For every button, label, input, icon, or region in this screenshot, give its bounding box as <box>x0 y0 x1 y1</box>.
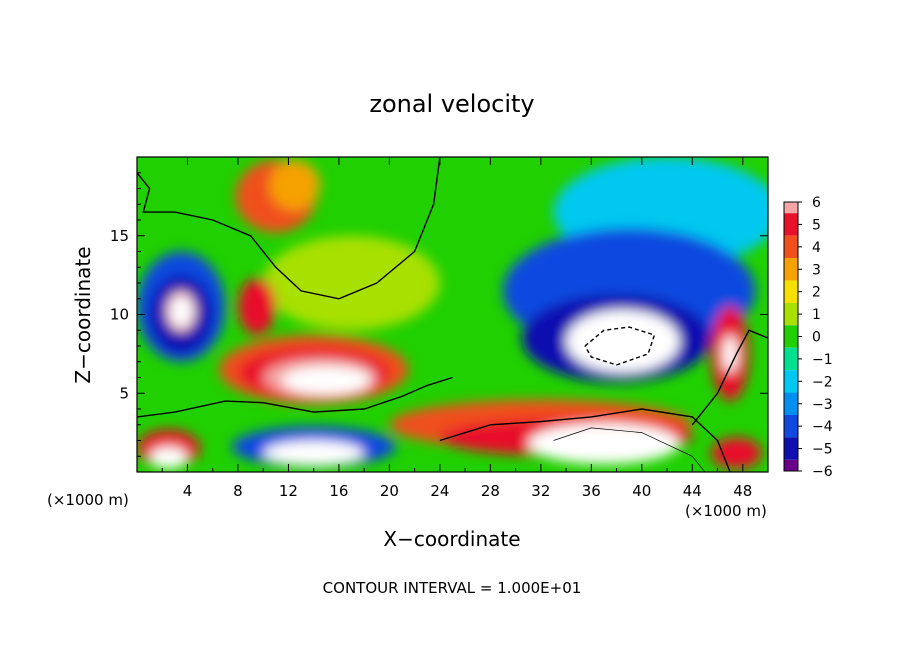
heatmap-region-b10 <box>711 437 762 469</box>
colorbar-swatch <box>784 347 798 371</box>
colorbar-swatch <box>784 235 798 259</box>
y-tick-label: 15 <box>110 227 129 245</box>
colorbar-label: 3 <box>812 262 821 278</box>
heatmap-region-b9 <box>722 334 738 373</box>
colorbar-swatch <box>784 302 798 326</box>
x-tick-label: 8 <box>233 482 243 500</box>
x-tick-label: 40 <box>632 482 651 500</box>
x-axis: 4 8 12 16 20 24 28 32 36 40 44 48 <box>161 157 752 500</box>
plot-area <box>136 156 769 473</box>
x-tick-label: 44 <box>683 482 702 500</box>
x-axis-label: X−coordinate <box>383 527 520 551</box>
colorbar-swatch <box>784 370 798 393</box>
colorbar-swatch <box>784 280 798 303</box>
colorbar-swatch <box>784 325 798 348</box>
colorbar: 6 5 4 3 2 1 0 −1 −2 −3 −4 −5 −6 <box>783 195 833 480</box>
x-tick-label: 16 <box>329 482 348 500</box>
colorbar-swatch <box>784 414 798 438</box>
x-tick-label: 36 <box>582 482 601 500</box>
colorbar-label: −4 <box>812 419 833 435</box>
colorbar-label: −6 <box>812 464 833 480</box>
colorbar-label: 2 <box>812 285 821 301</box>
colorbar-label: −3 <box>812 397 833 413</box>
colorbar-swatch <box>784 459 798 471</box>
colorbar-swatch <box>784 213 798 236</box>
heatmap-region-c7 <box>169 295 193 328</box>
x-unit-left: (×1000 m) <box>47 491 129 509</box>
contour-line-1 <box>137 157 441 300</box>
colorbar-label: 5 <box>812 217 821 233</box>
x-unit-right: (×1000 m) <box>685 502 767 520</box>
y-tick-label: 10 <box>110 306 129 324</box>
x-tick-label: 20 <box>380 482 399 500</box>
contour-lines <box>137 157 768 472</box>
x-tick-label: 12 <box>279 482 298 500</box>
heatmap-region-c8 <box>566 309 680 373</box>
contour-line-2 <box>137 376 453 418</box>
colorbar-swatch <box>784 392 798 415</box>
colorbar-swatch <box>784 258 798 281</box>
contour-line-3 <box>691 329 768 426</box>
colorbar-label: −5 <box>812 442 833 458</box>
colorbar-swatch <box>784 202 798 214</box>
chart-title: zonal velocity <box>369 90 534 118</box>
heatmap-region-b7 <box>149 446 188 469</box>
heatmap-region-r5 <box>237 278 276 335</box>
y-axis: 5 10 15 <box>110 172 768 457</box>
contour-line-4 <box>439 408 731 472</box>
contour-line-5 <box>584 326 656 366</box>
contour-line-6 <box>553 427 706 472</box>
contour-interval-note: CONTOUR INTERVAL = 1.000E+01 <box>323 579 582 597</box>
x-tick-label: 24 <box>430 482 449 500</box>
colorbar-label: 0 <box>812 330 821 346</box>
x-tick-label: 28 <box>481 482 500 500</box>
x-tick-label: 48 <box>733 482 752 500</box>
x-tick-label: 32 <box>531 482 550 500</box>
heatmap-region-b3 <box>528 423 680 465</box>
colorbar-label: −1 <box>812 352 833 368</box>
y-tick-label: 5 <box>119 384 129 402</box>
y-axis-label: Z−coordinate <box>71 246 95 383</box>
x-tick-label: 4 <box>183 482 193 500</box>
heatmap-features <box>137 157 768 469</box>
colorbar-label: 6 <box>812 195 821 211</box>
heatmap-region-w3 <box>263 235 440 331</box>
heatmap-region-b5 <box>263 440 365 466</box>
heatmap-region-w2 <box>269 160 320 211</box>
colorbar-swatch <box>784 437 798 460</box>
colorbar-label: −2 <box>812 374 833 390</box>
colorbar-label: 1 <box>812 307 821 323</box>
colorbar-label: 4 <box>812 240 821 256</box>
heatmap-region-r4 <box>282 366 371 395</box>
